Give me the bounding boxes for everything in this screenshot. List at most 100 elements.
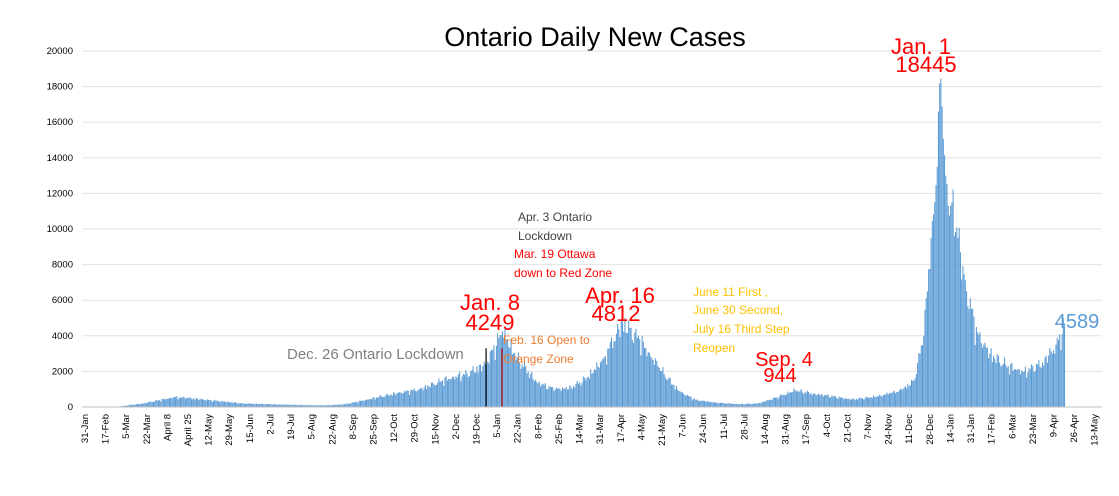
daily-bar xyxy=(231,402,232,407)
daily-bar xyxy=(551,387,552,407)
daily-bar xyxy=(964,274,965,407)
daily-bar xyxy=(219,402,220,407)
daily-bar xyxy=(482,366,483,407)
daily-bar xyxy=(1003,364,1004,407)
daily-bar xyxy=(1047,363,1048,407)
x-tick-label: 22-Mar xyxy=(142,414,153,444)
daily-bar xyxy=(665,377,666,407)
daily-bar xyxy=(436,385,437,407)
daily-bar xyxy=(645,348,646,407)
daily-bar xyxy=(831,396,832,407)
daily-bar xyxy=(146,403,147,407)
daily-bar xyxy=(215,401,216,407)
daily-bar xyxy=(1049,348,1050,407)
daily-bar xyxy=(786,394,787,407)
daily-bar xyxy=(185,399,186,407)
daily-bar xyxy=(868,398,869,407)
daily-bar xyxy=(430,387,431,407)
daily-bar xyxy=(180,397,181,407)
daily-bar xyxy=(604,357,605,407)
daily-bar xyxy=(214,400,215,407)
daily-bar xyxy=(678,391,679,407)
daily-bar xyxy=(481,372,482,407)
annotation-latest-value: 4589 xyxy=(1055,311,1100,333)
daily-bar xyxy=(491,350,492,407)
daily-bar xyxy=(455,376,456,407)
daily-bar xyxy=(375,399,376,407)
daily-bar xyxy=(495,360,496,407)
daily-bar xyxy=(781,395,782,407)
daily-bar xyxy=(546,389,547,407)
daily-bar xyxy=(670,378,671,407)
daily-bar xyxy=(395,395,396,407)
daily-bar xyxy=(389,395,390,407)
y-tick-label: 14000 xyxy=(47,153,73,164)
daily-bar xyxy=(857,400,858,407)
daily-bar xyxy=(256,404,257,407)
daily-bar xyxy=(435,386,436,407)
daily-bar xyxy=(421,388,422,407)
daily-bar xyxy=(680,391,681,407)
daily-bar xyxy=(187,398,188,407)
x-tick-label: 22-Jan xyxy=(513,414,524,443)
x-tick-label: 29-Oct xyxy=(410,414,421,443)
daily-bar xyxy=(847,399,848,407)
daily-bar xyxy=(775,398,776,407)
daily-bar xyxy=(698,401,699,407)
daily-bar xyxy=(457,378,458,407)
daily-bar xyxy=(541,385,542,408)
daily-bar xyxy=(866,397,867,407)
daily-bar xyxy=(416,391,417,407)
daily-bar xyxy=(624,318,625,407)
daily-bar xyxy=(519,363,520,407)
daily-bar xyxy=(891,393,892,407)
daily-bar xyxy=(719,403,720,407)
daily-bar xyxy=(444,378,445,407)
x-tick-label: 25-Sep xyxy=(368,414,379,445)
daily-bar xyxy=(776,397,777,407)
daily-bar xyxy=(715,403,716,407)
daily-bar xyxy=(418,390,419,407)
x-tick-label: 14-Mar xyxy=(575,414,586,444)
daily-bar xyxy=(749,404,750,407)
daily-bar xyxy=(530,374,531,407)
daily-bar xyxy=(564,388,565,407)
daily-bar xyxy=(651,358,652,407)
daily-bar xyxy=(484,362,485,407)
daily-bar xyxy=(938,112,939,407)
x-tick-label: 5-Mar xyxy=(121,414,132,439)
daily-bar xyxy=(1005,365,1006,407)
daily-bar xyxy=(223,402,224,407)
daily-bar xyxy=(159,400,160,407)
daily-bar xyxy=(923,336,924,407)
x-tick-label: April 25 xyxy=(183,414,194,446)
daily-bar xyxy=(610,342,611,407)
annotation-apr3-line1: Apr. 3 Ontario xyxy=(518,210,592,224)
daily-bar xyxy=(427,385,428,407)
daily-bar xyxy=(245,404,246,407)
daily-bar xyxy=(538,383,539,407)
daily-bar xyxy=(1009,375,1010,408)
daily-bar xyxy=(945,176,946,407)
daily-bar xyxy=(370,399,371,407)
daily-bar xyxy=(440,381,441,407)
daily-bar xyxy=(842,398,843,407)
daily-bar xyxy=(165,399,166,407)
daily-bar xyxy=(1055,345,1056,407)
daily-bar xyxy=(448,379,449,407)
daily-bar xyxy=(544,385,545,407)
daily-bar xyxy=(885,394,886,407)
y-axis-tick-labels: 0200040006000800010000120001400016000180… xyxy=(47,46,73,413)
daily-bar xyxy=(943,139,944,407)
x-tick-label: 17-Apr xyxy=(616,414,627,443)
daily-bar xyxy=(871,397,872,407)
daily-bar xyxy=(480,365,481,407)
daily-bar xyxy=(217,401,218,407)
daily-bar xyxy=(149,402,150,407)
daily-bar xyxy=(812,395,813,407)
daily-bar xyxy=(778,399,779,407)
daily-bar xyxy=(391,394,392,407)
daily-bar xyxy=(1037,364,1038,407)
daily-bar xyxy=(640,355,641,407)
daily-bar xyxy=(765,401,766,407)
